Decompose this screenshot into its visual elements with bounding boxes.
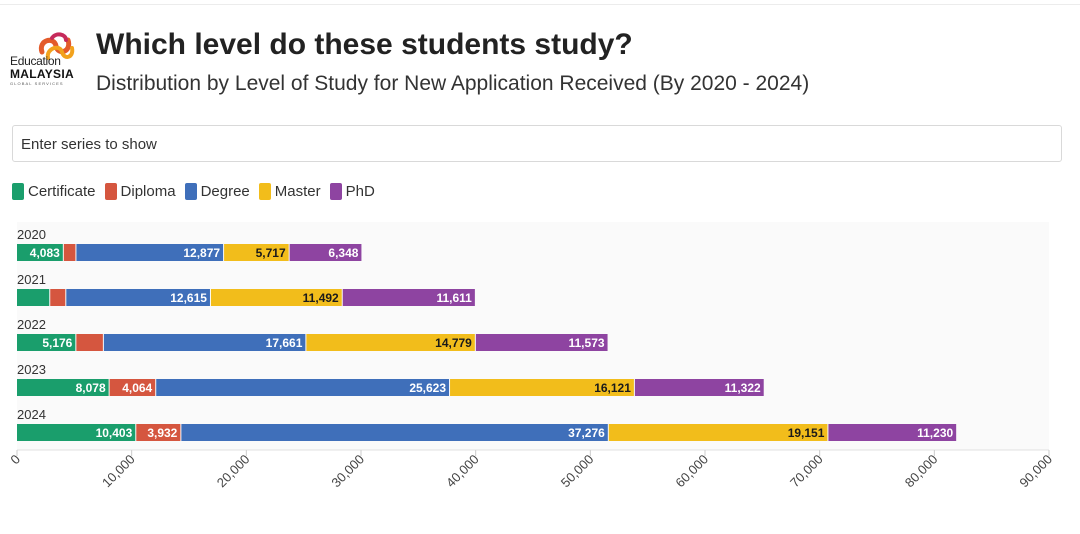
data-label-master-2022: 14,779 bbox=[435, 336, 472, 350]
category-label-2024: 2024 bbox=[17, 407, 46, 422]
bar-diploma-2021 bbox=[50, 289, 66, 306]
bar-phd-2020 bbox=[289, 244, 362, 261]
x-tick-label-6: 60,000 bbox=[672, 452, 711, 491]
data-label-master-2020: 5,717 bbox=[256, 246, 286, 260]
logo-text-malaysia: MALAYSIA bbox=[10, 67, 74, 81]
bar-diploma-2020 bbox=[63, 244, 76, 261]
bar-diploma-2022 bbox=[76, 334, 103, 351]
x-tick-label-7: 70,000 bbox=[787, 452, 826, 491]
bar-certificate-2024 bbox=[17, 424, 136, 441]
stacked-bar-chart: 2020 4,083 12,877 5,717 6,348 2021 12,615 11,49… bbox=[7, 222, 1055, 491]
chart-title: Which level do these students study? bbox=[96, 28, 633, 61]
data-label-degree-2023: 25,623 bbox=[409, 381, 446, 395]
legend-label: Certificate bbox=[28, 182, 96, 200]
category-label-2020: 2020 bbox=[17, 227, 46, 242]
data-label-phd-2023: 11,322 bbox=[725, 381, 761, 395]
chart-legend: Certificate Diploma Degree Master PhD bbox=[12, 180, 384, 202]
legend-item-phd[interactable]: PhD bbox=[329, 180, 375, 202]
legend-swatch bbox=[12, 182, 24, 200]
bar-phd-2023 bbox=[634, 379, 764, 396]
legend-label: PhD bbox=[345, 182, 375, 200]
x-tick-label-3: 30,000 bbox=[328, 452, 367, 491]
bar-degree-2022 bbox=[103, 334, 306, 351]
data-label-master-2021: 11,492 bbox=[303, 291, 339, 305]
bar-certificate-2021 bbox=[17, 289, 50, 306]
legend-item-certificate[interactable]: Certificate bbox=[12, 180, 96, 202]
data-label-phd-2024: 11,230 bbox=[917, 426, 953, 440]
bar-diploma-2023 bbox=[109, 379, 156, 396]
x-tick-label-2: 20,000 bbox=[214, 452, 253, 491]
legend-item-diploma[interactable]: Diploma bbox=[104, 180, 176, 202]
bar-degree-2024 bbox=[181, 424, 608, 441]
x-tick-label-5: 50,000 bbox=[558, 452, 597, 491]
data-label-certificate-2024: 10,403 bbox=[96, 426, 133, 440]
data-label-degree-2020: 12,877 bbox=[183, 246, 220, 260]
data-label-master-2024: 19,151 bbox=[788, 426, 825, 440]
legend-swatch bbox=[184, 182, 197, 200]
legend-label: Master bbox=[274, 182, 321, 200]
bar-phd-2022 bbox=[475, 334, 608, 351]
data-label-certificate-2020: 4,083 bbox=[30, 246, 60, 260]
bar-degree-2023 bbox=[156, 379, 450, 396]
data-label-certificate-2022: 5,176 bbox=[42, 336, 72, 350]
education-malaysia-logo: Education MALAYSIA GLOBAL SERVICES bbox=[10, 30, 90, 90]
data-label-diploma-2023: 4,064 bbox=[122, 381, 152, 395]
series-search-placeholder: Enter series to show bbox=[21, 136, 157, 153]
data-label-degree-2024: 37,276 bbox=[568, 426, 605, 440]
bar-certificate-2022 bbox=[17, 334, 76, 351]
legend-label: Degree bbox=[200, 182, 250, 200]
legend-swatch bbox=[329, 182, 342, 200]
data-label-certificate-2023: 8,078 bbox=[76, 381, 106, 395]
category-label-2021: 2021 bbox=[17, 272, 46, 287]
x-tick-label-0: 0 bbox=[7, 452, 23, 468]
chart-subtitle: Distribution by Level of Study for New A… bbox=[96, 72, 810, 95]
bar-master-2022 bbox=[306, 334, 475, 351]
legend-item-degree[interactable]: Degree bbox=[184, 180, 250, 202]
data-label-phd-2021: 11,611 bbox=[436, 291, 472, 305]
data-label-master-2023: 16,121 bbox=[594, 381, 631, 395]
bar-master-2021 bbox=[210, 289, 342, 306]
bar-master-2024 bbox=[608, 424, 828, 441]
x-tick-label-4: 40,000 bbox=[443, 452, 482, 491]
x-tick-label-9: 90,000 bbox=[1016, 452, 1055, 491]
bar-phd-2021 bbox=[342, 289, 475, 306]
series-search-input[interactable]: Enter series to show bbox=[12, 125, 1062, 162]
legend-swatch bbox=[258, 182, 271, 200]
data-label-diploma-2024: 3,932 bbox=[147, 426, 177, 440]
top-divider bbox=[0, 4, 1080, 5]
bar-diploma-2024 bbox=[136, 424, 181, 441]
data-label-degree-2021: 12,615 bbox=[170, 291, 207, 305]
x-tick-label-1: 10,000 bbox=[99, 452, 138, 491]
category-label-2022: 2022 bbox=[17, 317, 46, 332]
data-label-phd-2020: 6,348 bbox=[328, 246, 358, 260]
bar-master-2020 bbox=[224, 244, 289, 261]
logo-mark-icon bbox=[38, 32, 75, 60]
bar-degree-2021 bbox=[66, 289, 210, 306]
category-label-2023: 2023 bbox=[17, 362, 46, 377]
bar-degree-2020 bbox=[76, 244, 224, 261]
bar-certificate-2020 bbox=[17, 244, 63, 261]
bar-phd-2024 bbox=[828, 424, 957, 441]
legend-swatch bbox=[104, 182, 117, 200]
x-tick-label-8: 80,000 bbox=[902, 452, 941, 491]
bar-certificate-2023 bbox=[17, 379, 109, 396]
logo-text-education: Education bbox=[10, 54, 61, 68]
bar-master-2023 bbox=[450, 379, 634, 396]
legend-label: Diploma bbox=[120, 182, 176, 200]
logo-text-global-services: GLOBAL SERVICES bbox=[10, 81, 64, 86]
legend-item-master[interactable]: Master bbox=[258, 180, 321, 202]
data-label-phd-2022: 11,573 bbox=[569, 336, 605, 350]
data-label-degree-2022: 17,661 bbox=[266, 336, 303, 350]
